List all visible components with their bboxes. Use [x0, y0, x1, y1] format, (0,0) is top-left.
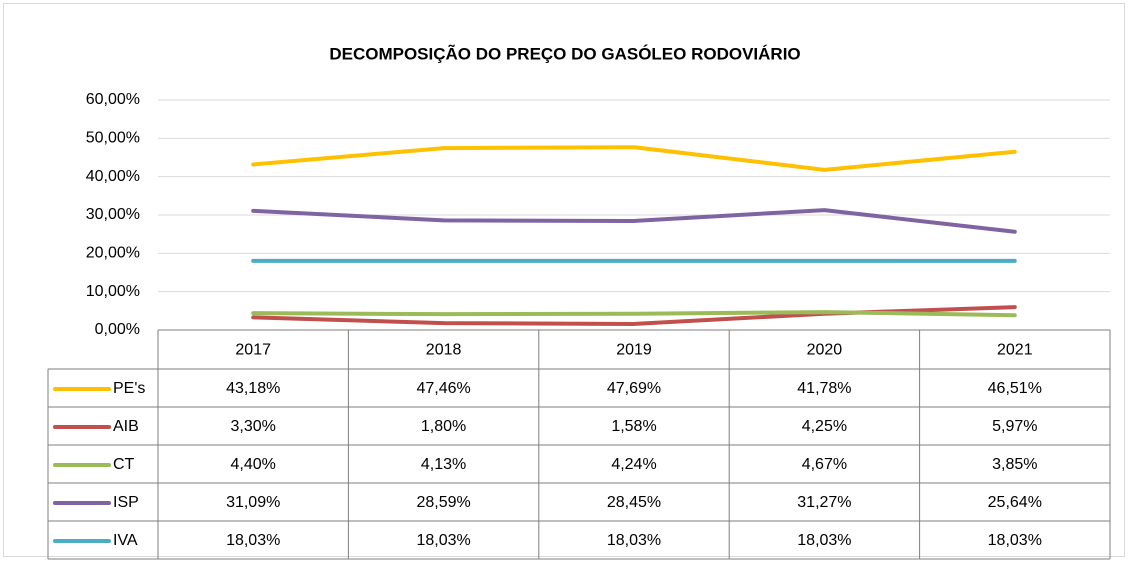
table-value: 4,25% [802, 418, 847, 435]
y-tick-label: 40,00% [86, 168, 140, 185]
legend-label: IVA [113, 532, 138, 549]
series-line [251, 310, 1017, 318]
x-tick-label: 2019 [616, 342, 652, 359]
table-value: 28,59% [416, 494, 470, 511]
y-tick-label: 30,00% [86, 206, 140, 223]
table-value: 18,03% [988, 532, 1042, 549]
y-tick-label: 50,00% [86, 130, 140, 147]
x-tick-label: 2018 [426, 342, 462, 359]
legend-label: AIB [113, 418, 139, 435]
table-value: 31,09% [226, 494, 280, 511]
table-value: 1,80% [421, 418, 466, 435]
table-value: 3,85% [992, 456, 1037, 473]
legend-label: PE's [113, 380, 145, 397]
y-tick-label: 60,00% [86, 91, 140, 108]
table-value: 18,03% [607, 532, 661, 549]
table-value: 1,58% [611, 418, 656, 435]
series-line [251, 145, 1017, 172]
table-value: 47,69% [607, 380, 661, 397]
table-value: 28,45% [607, 494, 661, 511]
table-value: 46,51% [988, 380, 1042, 397]
legend-label: ISP [113, 494, 139, 511]
table-value: 3,30% [231, 418, 276, 435]
legend-label: CT [113, 456, 135, 473]
y-tick-label: 0,00% [95, 321, 140, 338]
chart-title: DECOMPOSIÇÃO DO PREÇO DO GASÓLEO RODOVIÁ… [329, 43, 800, 63]
table-value: 18,03% [416, 532, 470, 549]
table-value: 18,03% [797, 532, 851, 549]
table-value: 25,64% [988, 494, 1042, 511]
table-value: 31,27% [797, 494, 851, 511]
table-value: 4,13% [421, 456, 466, 473]
table-value: 4,40% [231, 456, 276, 473]
y-tick-label: 20,00% [86, 245, 140, 262]
table-value: 4,67% [802, 456, 847, 473]
table-value: 47,46% [416, 380, 470, 397]
y-tick-label: 10,00% [86, 283, 140, 300]
table-value: 5,97% [992, 418, 1037, 435]
chart-frame [3, 3, 1125, 557]
series-line [251, 208, 1017, 234]
x-tick-label: 2020 [807, 342, 843, 359]
x-tick-label: 2021 [997, 342, 1033, 359]
x-tick-label: 2017 [235, 342, 271, 359]
table-value: 18,03% [226, 532, 280, 549]
table-value: 41,78% [797, 380, 851, 397]
table-value: 4,24% [611, 456, 656, 473]
table-value: 43,18% [226, 380, 280, 397]
